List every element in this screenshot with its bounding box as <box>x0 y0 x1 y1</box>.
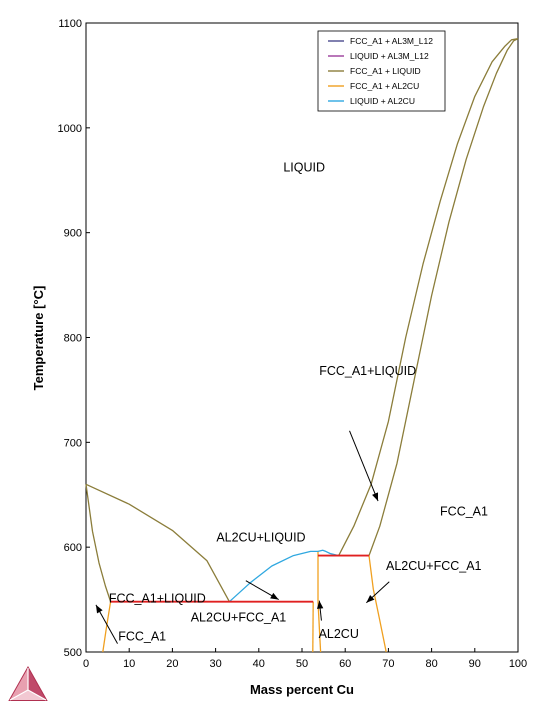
boundary-line-fcc-a1-liquid <box>85 484 112 602</box>
region-label-fcc-a1-liquid: FCC_A1+LIQUID <box>319 364 416 378</box>
arrow-head <box>316 600 324 609</box>
y-tick-label: 500 <box>64 647 82 659</box>
legend: FCC_A1 + AL3M_L12 LIQUID + AL3M_L12 FCC_A1… <box>317 30 446 112</box>
arrow-head <box>372 492 379 502</box>
boundary-line-fcc-a1-liquid <box>85 483 230 603</box>
x-tick-label: 100 <box>509 658 527 670</box>
x-tick-label: 40 <box>253 658 265 670</box>
region-label-fcc-a1: FCC_A1 <box>118 629 166 643</box>
legend-label: FCC_A1 + AL2CU <box>350 81 419 91</box>
boundary-line-fcc-a1-al2cu <box>317 601 322 653</box>
x-tick-label: 20 <box>166 658 178 670</box>
legend-label: FCC_A1 + LIQUID <box>350 66 421 76</box>
boundary-line-fcc-a1-liquid <box>368 38 519 556</box>
region-labels: LIQUID FCC_A1+LIQUID AL2CU+LIQUID FCC_A1+LI… <box>109 161 488 644</box>
boundary-line-liquid-al2cu <box>228 550 318 603</box>
arrow-shaft <box>349 430 379 502</box>
y-tick-label: 1000 <box>58 123 82 135</box>
x-tick-label: 80 <box>425 658 437 670</box>
x-tick-label: 60 <box>339 658 351 670</box>
x-tick-label: 70 <box>382 658 394 670</box>
annotation-arrows <box>95 430 390 644</box>
x-tick-label: 30 <box>209 658 221 670</box>
arrow-head <box>366 594 375 603</box>
region-label-al2cu-liquid: AL2CU+LIQUID <box>216 531 305 545</box>
y-tick-label: 1100 <box>58 18 82 30</box>
boundary-line-fcc-a1-al2cu <box>102 601 112 653</box>
region-label-fcc-a1-liquid: FCC_A1+LIQUID <box>109 592 206 606</box>
y-axis-title: Temperature [°C] <box>31 286 46 391</box>
region-label-al2cu-fcc-a1: AL2CU+FCC_A1 <box>191 610 287 624</box>
legend-label: LIQUID + AL3M_L12 <box>350 51 429 61</box>
x-tick-label: 0 <box>83 658 89 670</box>
thermo-calc-logo <box>8 665 48 701</box>
x-tick-label: 50 <box>296 658 308 670</box>
phase-boundaries <box>85 38 519 653</box>
y-tick-label: 800 <box>64 333 82 345</box>
arrow-head <box>270 592 279 600</box>
region-label-al2cu-fcc-a1: AL2CU+FCC_A1 <box>386 559 482 573</box>
boundary-line-liquid-al2cu <box>317 549 339 557</box>
axis-ticks: 0 10 20 30 40 50 60 70 80 90 100 500 600 700 800 900 100… <box>58 18 528 670</box>
legend-label: FCC_A1 + AL3M_L12 <box>350 36 433 46</box>
region-label-al2cu: AL2CU <box>319 627 359 641</box>
arrow-head <box>95 604 103 614</box>
y-tick-label: 700 <box>64 437 82 449</box>
x-axis-title: Mass percent Cu <box>250 682 354 697</box>
x-tick-label: 90 <box>469 658 481 670</box>
region-label-liquid: LIQUID <box>283 161 325 175</box>
boundary-line-fcc-a1-al2cu <box>368 555 387 653</box>
y-tick-label: 600 <box>64 542 82 554</box>
legend-label: LIQUID + AL2CU <box>350 96 415 106</box>
tie-lines <box>110 554 369 603</box>
x-tick-label: 10 <box>123 658 135 670</box>
region-label-fcc-a1: FCC_A1 <box>440 505 488 519</box>
y-tick-label: 900 <box>64 228 82 240</box>
